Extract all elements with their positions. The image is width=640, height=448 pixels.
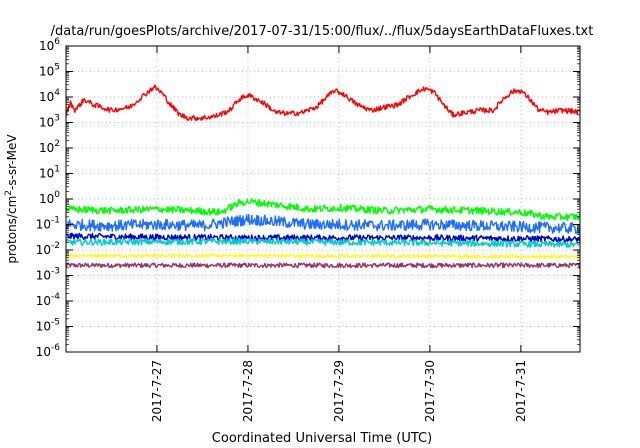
y-tick-label: 10-3 [36, 267, 60, 283]
y-tick-label: 106 [39, 37, 60, 53]
y-tick-label: 10-5 [36, 318, 60, 334]
x-tick-label: 2017-7-27 [150, 360, 164, 422]
y-tick-label: 10-6 [36, 343, 61, 359]
x-tick-label: 2017-7-29 [332, 360, 346, 422]
y-axis: 10-6 10-5 10-4 10-3 10-2 10-1 100 101 102 103 104 1… [36, 37, 580, 359]
x-axis: 2017-7-27 2017-7-28 2017-7-29 2017-7-30 2017… [150, 46, 528, 422]
y-tick-label: 101 [39, 165, 60, 181]
series-line [66, 214, 580, 235]
y-axis-label: protons/cm2-s-sr-MeV [4, 134, 19, 264]
x-tick-label: 2017-7-30 [423, 360, 437, 422]
y-tick-label: 105 [39, 63, 60, 79]
y-tick-label: 10-4 [36, 292, 61, 308]
y-tick-label: 10-2 [36, 241, 60, 257]
x-axis-label: Coordinated Universal Time (UTC) [212, 431, 432, 446]
y-tick-label: 104 [39, 88, 60, 104]
series-line [66, 232, 580, 244]
series-line [66, 253, 580, 259]
x-tick-label: 2017-7-28 [241, 360, 255, 422]
series-line [66, 84, 580, 122]
plot-area [66, 84, 580, 269]
y-tick-label: 103 [39, 114, 60, 130]
series-line [66, 198, 580, 221]
series-line [66, 237, 580, 249]
x-tick-label: 2017-7-31 [514, 360, 528, 422]
series-line [66, 262, 580, 269]
y-tick-label: 100 [39, 190, 60, 206]
y-tick-label: 10-1 [36, 216, 60, 232]
chart-title: /data/run/goesPlots/archive/2017-07-31/1… [51, 24, 594, 39]
y-tick-label: 102 [39, 139, 60, 155]
